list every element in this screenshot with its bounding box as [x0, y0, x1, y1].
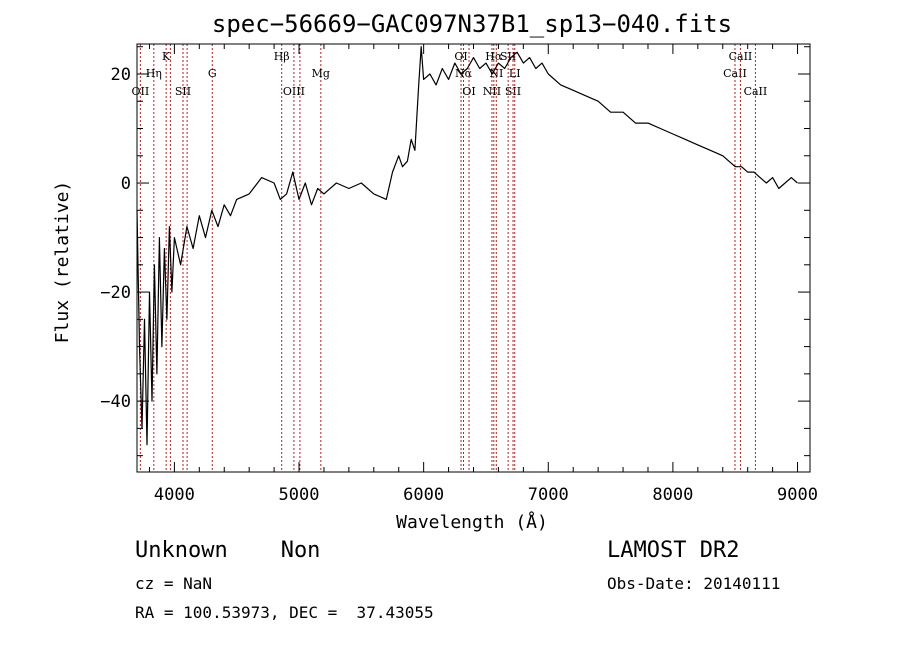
spectrum-series: [136, 46, 798, 446]
line-marker-label: SII: [175, 85, 191, 98]
line-marker-label: Mg: [312, 67, 330, 80]
line-marker-label: G: [208, 67, 217, 80]
y-axis-label: Flux (relative): [52, 181, 73, 344]
x-tick-label: 9000: [777, 485, 818, 505]
x-axis-label: Wavelength (Å): [396, 511, 548, 533]
survey-name: LAMOST DR2: [607, 538, 740, 563]
line-marker-label: Hα: [485, 50, 503, 63]
line-marker-label: OI: [454, 50, 467, 63]
line-marker-label: OI: [462, 85, 475, 98]
spectrum-line: [136, 46, 798, 446]
line-marker-label: K: [162, 50, 171, 63]
line-marker-label: CaII: [744, 85, 768, 98]
line-marker-label: Hη: [146, 67, 162, 80]
line-marker-label: SII: [500, 50, 516, 63]
chart-title: spec−56669−GAC097N37B1_sp13−040.fits: [212, 10, 732, 38]
coordinates: RA = 100.53973, DEC = 37.43055: [135, 603, 434, 622]
y-tick-label: −40: [100, 392, 131, 412]
observation-date: Obs-Date: 20140111: [607, 574, 781, 593]
line-marker-label: LI: [509, 67, 521, 80]
x-tick-label: 7000: [528, 485, 569, 505]
line-marker-label: OIII: [283, 85, 305, 98]
plot-frame: [136, 43, 811, 473]
x-tick-label: 8000: [652, 485, 693, 505]
line-marker-label: NII: [483, 85, 501, 98]
axis-ticks: 4000 5000 6000 7000 8000 9000 −40 −20 0 20: [100, 44, 818, 505]
line-marker-label: NI: [489, 67, 503, 80]
y-tick-label: 20: [111, 65, 131, 85]
line-marker-label: SII: [505, 85, 521, 98]
y-tick-label: 0: [121, 174, 131, 194]
line-marker-label: CaII: [729, 50, 753, 63]
line-marker-label: CaII: [723, 67, 747, 80]
x-tick-label: 4000: [154, 485, 195, 505]
y-tick-label: −20: [100, 283, 131, 303]
redshift-value: cz = NaN: [135, 574, 213, 593]
x-tick-label: 6000: [403, 485, 444, 505]
line-marker-label: Hβ: [274, 50, 290, 63]
x-tick-label: 5000: [279, 485, 320, 505]
object-class: Unknown Non: [135, 538, 321, 563]
line-marker-label: OII: [132, 85, 150, 98]
